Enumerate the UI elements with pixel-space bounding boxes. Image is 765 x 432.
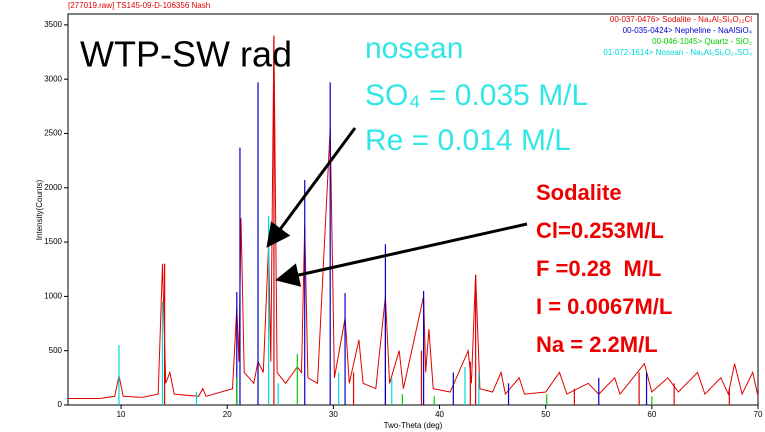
annotation: Na = 2.2M/L [536,332,658,357]
y-tick-label: 2000 [44,183,62,192]
annotation: SO₄ = 0.035 M/L [365,79,588,112]
x-tick-label: 10 [117,410,126,419]
x-tick-label: 30 [329,410,338,419]
arrow-sodalite [275,222,528,287]
x-tick-label: 20 [223,410,232,419]
annotation: Re = 0.014 M/L [365,124,571,157]
y-tick-label: 3000 [44,74,62,83]
x-tick-label: 40 [435,410,444,419]
y-tick-label: 1000 [44,291,62,300]
legend-entry: 00-046-1045> Quartz - SiO₂ [652,37,752,46]
legend-entry: 00-035-0424> Nepheline - NaAlSiO₄ [623,26,752,35]
annotation: F =0.28 M/L [536,256,661,281]
x-axis-label: Two-Theta (deg) [384,421,443,430]
y-axis-label: Intensity(Counts) [35,179,44,240]
y-tick-label: 500 [49,346,63,355]
annotation: Cl=0.253M/L [536,218,664,243]
pattern-line [68,35,759,399]
y-tick-label: 0 [58,400,63,409]
arrow-nosean [266,127,357,248]
x-tick-label: 60 [647,410,656,419]
pattern-name: [277019.raw] TS145-09-D-106356 Nash [68,1,210,10]
x-tick-label: 70 [754,410,763,419]
y-tick-label: 1500 [44,237,62,246]
annotation: I = 0.0067M/L [536,294,672,319]
annotation: Sodalite [536,180,622,205]
annotation: WTP-SW rad [80,34,292,75]
legend-entry: 00-037-0476> Sodalite - Na₄Al₃Si₃O₁₂Cl [610,15,752,24]
y-tick-label: 3500 [44,20,62,29]
y-tick-label: 2500 [44,129,62,138]
legend-entry: 01-072-1614> Nosean - Na₈Al₆Si₆O₂₄SO₄ [603,48,752,57]
x-tick-label: 50 [541,410,550,419]
plot-frame [67,13,759,406]
annotation: nosean [365,32,463,65]
